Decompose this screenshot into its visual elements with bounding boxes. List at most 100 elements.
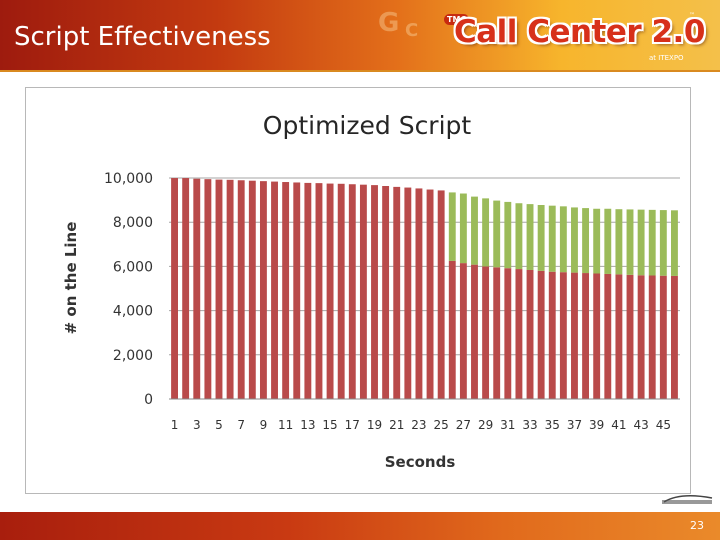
corner-logo	[660, 488, 718, 510]
y-tick-label: 6,000	[113, 259, 153, 275]
slide-header: G C	[0, 0, 720, 72]
bar-gain	[493, 200, 501, 268]
x-tick-label: 17	[345, 418, 360, 432]
bar-gain	[659, 210, 667, 276]
y-tick-label: 4,000	[113, 304, 153, 320]
bar-base	[215, 179, 223, 399]
bar-base	[648, 275, 656, 399]
bar-base	[226, 179, 234, 399]
x-tick-label: 13	[300, 418, 315, 432]
bar-base	[326, 183, 334, 399]
bar-base	[671, 275, 678, 399]
logo-badge: TMC	[444, 14, 470, 25]
bar-base	[471, 264, 478, 399]
x-tick-label: 45	[656, 418, 671, 432]
logo-subtitle: at ITEXPO	[649, 54, 684, 62]
x-tick-label: 43	[633, 418, 648, 432]
bar-base	[282, 182, 290, 399]
bar-base	[426, 189, 434, 399]
x-tick-label: 7	[237, 418, 245, 432]
logo-trademark: ™	[689, 12, 695, 19]
header-watermark: G	[378, 8, 400, 38]
bar-base	[437, 190, 445, 399]
bar-base	[504, 268, 512, 399]
x-tick-label: 5	[215, 418, 223, 432]
bar-base	[537, 270, 545, 399]
bar-base	[415, 188, 423, 399]
bar-gain	[515, 203, 523, 270]
x-tick-label: 41	[611, 418, 626, 432]
bar-base	[182, 178, 190, 399]
bar-base	[493, 267, 501, 399]
x-axis-label: Seconds	[385, 453, 456, 471]
x-tick-label: 1	[171, 418, 179, 432]
x-tick-label: 11	[278, 418, 293, 432]
bar-gain	[637, 209, 645, 276]
bar-gain	[459, 193, 467, 264]
header-watermark: C	[405, 20, 419, 41]
x-tick-label: 31	[500, 418, 515, 432]
bar-base	[448, 260, 456, 399]
x-tick-label: 23	[411, 418, 426, 432]
bar-gain	[571, 207, 578, 273]
bar-base	[204, 179, 212, 399]
x-tick-label: 39	[589, 418, 604, 432]
slide-title: Script Effectiveness	[14, 22, 271, 52]
bar-base	[459, 263, 467, 399]
y-tick-label: 10,000	[104, 171, 153, 187]
bar-base	[293, 182, 301, 399]
bar-base	[571, 272, 578, 399]
x-tick-label: 29	[478, 418, 493, 432]
bar-gain	[548, 205, 556, 272]
chart-title: Optimized Script	[263, 111, 472, 140]
x-tick-label: 27	[456, 418, 471, 432]
x-tick-label: 9	[260, 418, 268, 432]
bar-base	[315, 183, 323, 399]
bar-base	[659, 275, 667, 399]
bar-base	[348, 184, 356, 399]
bar-base	[604, 273, 612, 399]
call-center-logo: TMC Call Center 2.0 ™ at ITEXPO	[444, 8, 706, 68]
bar-gain	[559, 206, 567, 273]
bar-gain	[537, 205, 545, 271]
bar-gain	[604, 208, 612, 274]
bar-base	[271, 181, 278, 399]
bar-base	[371, 185, 378, 399]
bar-base	[515, 269, 523, 399]
bar-base	[171, 178, 178, 399]
y-tick-label: 8,000	[113, 215, 153, 231]
bar-base	[404, 187, 412, 399]
y-tick-label: 2,000	[113, 348, 153, 364]
bar-base	[259, 181, 267, 399]
logo-text: Call Center 2.0	[454, 14, 705, 50]
bar-base	[482, 266, 490, 399]
x-tick-label: 33	[522, 418, 537, 432]
bar-base	[593, 273, 601, 399]
bar-gain	[504, 201, 512, 269]
bar-base	[359, 184, 367, 399]
bar-base	[248, 180, 256, 399]
bar-gain	[593, 208, 601, 274]
bar-base	[304, 182, 312, 399]
bar-gain	[526, 204, 534, 270]
bar-base	[582, 273, 590, 399]
bar-base	[559, 272, 567, 399]
y-tick-label: 0	[144, 392, 153, 408]
bar-gain	[626, 209, 634, 275]
bar-base	[526, 269, 534, 399]
bar-base	[615, 274, 623, 399]
bar-base	[548, 271, 556, 399]
footer-bar	[0, 512, 720, 540]
bar-base	[393, 186, 401, 399]
bar-gain	[448, 192, 456, 261]
page-number: 23	[690, 519, 704, 532]
bar-gain	[671, 210, 678, 276]
bar-gain	[471, 196, 478, 265]
bar-base	[382, 186, 390, 399]
bar-gain	[648, 209, 656, 276]
x-tick-label: 15	[322, 418, 337, 432]
x-tick-label: 19	[367, 418, 382, 432]
bar-gain	[615, 209, 623, 275]
